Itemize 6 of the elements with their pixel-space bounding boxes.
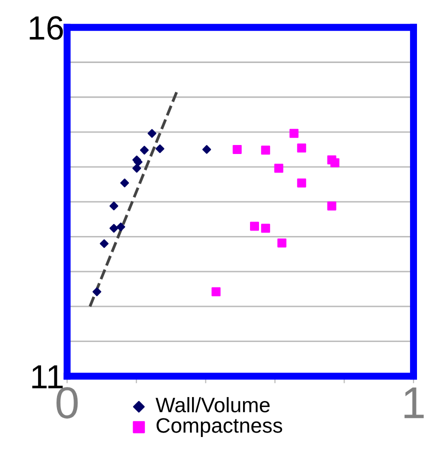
legend-label: Wall/Volume bbox=[156, 397, 270, 412]
y-tick-label: 11 bbox=[32, 365, 63, 388]
x-tick-label: 1 bbox=[404, 388, 424, 418]
y-tick-label: 16 bbox=[30, 16, 63, 40]
x-tick-label: 0 bbox=[56, 387, 78, 419]
legend-label: Compactness bbox=[156, 418, 282, 437]
